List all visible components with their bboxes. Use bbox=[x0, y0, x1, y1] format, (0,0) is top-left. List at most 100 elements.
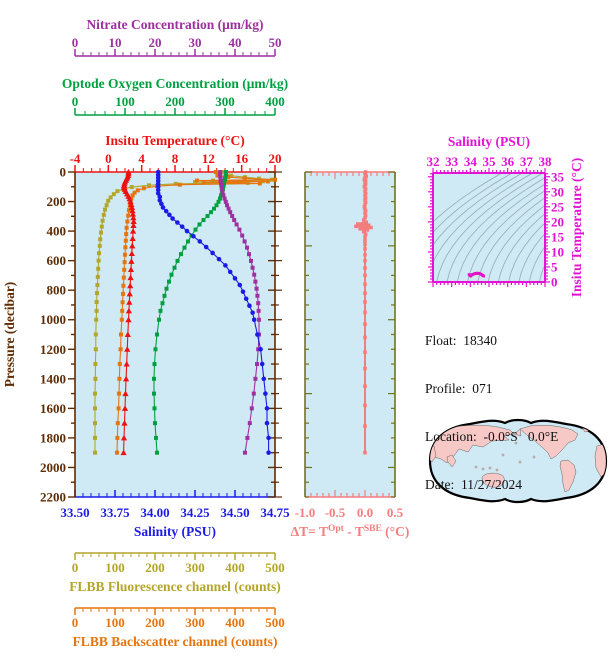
svg-text:15: 15 bbox=[551, 229, 565, 244]
svg-text:32: 32 bbox=[427, 154, 440, 169]
series-temperature bbox=[120, 168, 137, 456]
svg-text:8: 8 bbox=[172, 151, 179, 166]
svg-text:34: 34 bbox=[464, 154, 478, 169]
svg-text:35: 35 bbox=[551, 169, 565, 184]
svg-text:0: 0 bbox=[72, 35, 79, 50]
svg-text:Pressure (decibar): Pressure (decibar) bbox=[2, 282, 17, 388]
float-info-line: Float: 18340 bbox=[425, 333, 498, 348]
svg-text:FLBB Backscatter channel (coun: FLBB Backscatter channel (counts) bbox=[73, 634, 278, 649]
svg-text:Salinity (PSU): Salinity (PSU) bbox=[134, 524, 216, 539]
axis-backscatter: 0 100 200 300 400 500 FLBB Backscatter channel… bbox=[72, 607, 285, 649]
axis-oxygen: 0 100 200 300 400 Optode Oxygen Concentration… bbox=[62, 76, 288, 116]
svg-text:20: 20 bbox=[269, 151, 282, 166]
svg-text:0: 0 bbox=[551, 275, 558, 290]
svg-text:1800: 1800 bbox=[40, 430, 66, 445]
svg-text:0.5: 0.5 bbox=[387, 505, 404, 520]
svg-text:400: 400 bbox=[265, 94, 285, 109]
svg-text:100: 100 bbox=[105, 615, 125, 630]
svg-text:100: 100 bbox=[115, 94, 135, 109]
svg-text:25: 25 bbox=[551, 199, 565, 214]
svg-text:12: 12 bbox=[202, 151, 215, 166]
svg-text:Insitu Temperature (°C): Insitu Temperature (°C) bbox=[569, 158, 584, 297]
svg-text:200: 200 bbox=[47, 194, 67, 209]
svg-text:0: 0 bbox=[105, 151, 112, 166]
svg-text:600: 600 bbox=[47, 253, 67, 268]
svg-text:-4: -4 bbox=[70, 151, 81, 166]
svg-text:300: 300 bbox=[185, 615, 205, 630]
svg-text:200: 200 bbox=[165, 94, 185, 109]
svg-text:1400: 1400 bbox=[40, 371, 66, 386]
svg-text:1200: 1200 bbox=[40, 342, 66, 357]
ts-diagram: 32 33 34 35 36 37 38 Salinity (PSU) 051015202530… bbox=[427, 134, 585, 297]
svg-text:4: 4 bbox=[138, 151, 145, 166]
svg-text:200: 200 bbox=[145, 560, 165, 575]
svg-text:34.00: 34.00 bbox=[140, 505, 169, 520]
svg-text:400: 400 bbox=[47, 224, 67, 239]
svg-text:37: 37 bbox=[520, 154, 534, 169]
svg-text:-1.0: -1.0 bbox=[295, 505, 316, 520]
svg-text:34.50: 34.50 bbox=[220, 505, 249, 520]
map-landmasses bbox=[430, 424, 606, 493]
svg-text:34.25: 34.25 bbox=[180, 505, 210, 520]
svg-text:Optode Oxygen Concentration (μ: Optode Oxygen Concentration (μm/kg) bbox=[62, 76, 288, 91]
delta-t-axis-title: ΔT= TOpt - TSBE (°C) bbox=[291, 524, 410, 539]
svg-text:10: 10 bbox=[109, 35, 122, 50]
svg-text:300: 300 bbox=[215, 94, 235, 109]
svg-text:16: 16 bbox=[235, 151, 249, 166]
svg-text:10: 10 bbox=[551, 244, 564, 259]
ts-isopycnal-contours bbox=[433, 173, 545, 282]
svg-text:300: 300 bbox=[185, 560, 205, 575]
axis-salinity: 33.50 33.75 34.00 34.25 34.50 34.75 Salinity (… bbox=[60, 490, 290, 539]
delta-t-panel: -1.0 -0.5 0.0 0.5 ΔT= TOpt - TSBE (°C) bbox=[291, 170, 410, 539]
world-map bbox=[428, 418, 608, 504]
svg-text:400: 400 bbox=[225, 615, 245, 630]
svg-text:200: 200 bbox=[145, 615, 165, 630]
axis-temperature: -4 0 4 8 12 16 20 Insitu Temperature (°C) bbox=[70, 133, 282, 173]
float-info: Float: 18340 Profile: 071 Location: -0.0… bbox=[425, 301, 558, 525]
svg-text:500: 500 bbox=[265, 615, 285, 630]
main-plot-background bbox=[75, 172, 275, 497]
series-delta-t bbox=[354, 170, 373, 455]
svg-text:30: 30 bbox=[189, 35, 202, 50]
svg-text:2000: 2000 bbox=[40, 460, 66, 475]
svg-text:0: 0 bbox=[60, 165, 67, 180]
float-info-line: Date: 11/27/2024 bbox=[425, 477, 522, 492]
float-info-line: Location: -0.0°S 0.0°E bbox=[425, 429, 559, 444]
svg-text:0: 0 bbox=[72, 615, 79, 630]
svg-text:33: 33 bbox=[445, 154, 459, 169]
svg-text:1000: 1000 bbox=[40, 312, 66, 327]
svg-text:Insitu Temperature (°C): Insitu Temperature (°C) bbox=[105, 133, 244, 148]
svg-text:800: 800 bbox=[47, 283, 67, 298]
svg-text:38: 38 bbox=[539, 154, 553, 169]
svg-text:400: 400 bbox=[225, 560, 245, 575]
svg-text:33.50: 33.50 bbox=[60, 505, 89, 520]
svg-text:0: 0 bbox=[72, 560, 79, 575]
svg-text:34.75: 34.75 bbox=[260, 505, 290, 520]
svg-text:35: 35 bbox=[483, 154, 497, 169]
svg-text:Nitrate Concentration (μm/kg): Nitrate Concentration (μm/kg) bbox=[86, 17, 263, 32]
ts-profile-curve bbox=[467, 271, 486, 278]
svg-text:40: 40 bbox=[229, 35, 242, 50]
axis-fluorescence: 0 100 200 300 400 500 FLBB Fluorescence channe… bbox=[69, 552, 285, 594]
float-info-line: Profile: 071 bbox=[425, 381, 493, 396]
svg-text:-0.5: -0.5 bbox=[325, 505, 346, 520]
svg-text:20: 20 bbox=[149, 35, 162, 50]
svg-text:2200: 2200 bbox=[40, 490, 66, 505]
svg-text:100: 100 bbox=[105, 560, 125, 575]
svg-text:1600: 1600 bbox=[40, 401, 66, 416]
svg-text:5: 5 bbox=[551, 259, 558, 274]
axis-pressure: 0 200 400 600 800 1000 1200 1400 1600 1800 2000 220… bbox=[2, 165, 282, 505]
svg-text:30: 30 bbox=[551, 184, 564, 199]
svg-text:500: 500 bbox=[265, 560, 285, 575]
series-salinity bbox=[155, 169, 271, 455]
svg-text:36: 36 bbox=[501, 154, 515, 169]
svg-text:20: 20 bbox=[551, 214, 564, 229]
svg-text:Salinity (PSU): Salinity (PSU) bbox=[448, 134, 530, 149]
svg-text:33.75: 33.75 bbox=[100, 505, 130, 520]
svg-text:50: 50 bbox=[269, 35, 282, 50]
svg-text:0: 0 bbox=[72, 94, 79, 109]
svg-text:0.0: 0.0 bbox=[357, 505, 373, 520]
svg-text:FLBB Fluorescence channel (cou: FLBB Fluorescence channel (counts) bbox=[69, 579, 281, 594]
